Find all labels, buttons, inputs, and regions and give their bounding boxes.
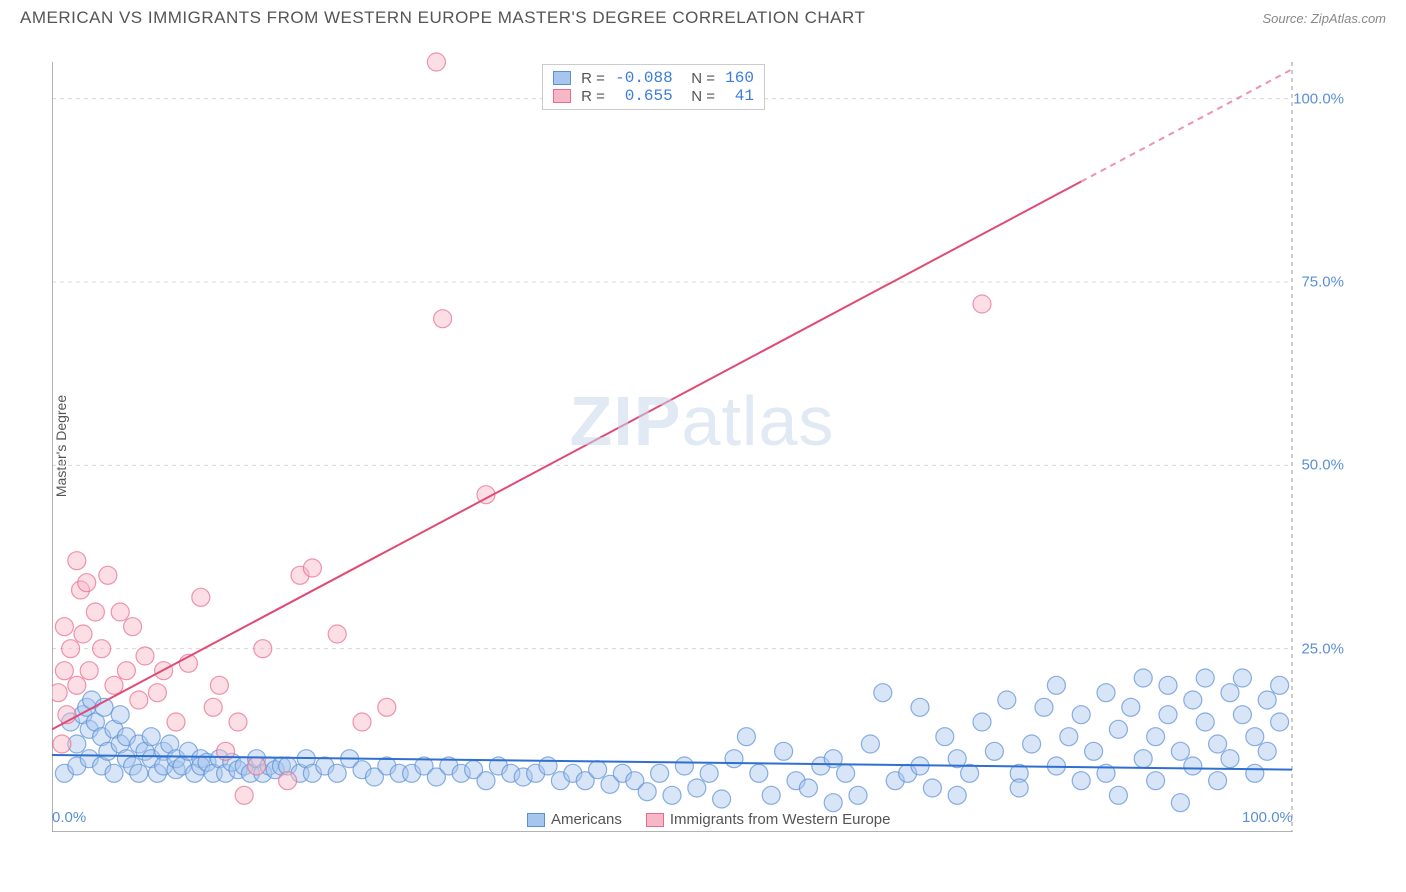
legend-swatch — [646, 813, 664, 827]
y-tick-label: 50.0% — [1301, 457, 1344, 474]
r-label: R = — [577, 88, 609, 105]
r-value: -0.088 — [615, 69, 673, 87]
legend-series-item: Immigrants from Western Europe — [646, 811, 891, 828]
n-value: 41 — [725, 87, 754, 105]
n-value: 160 — [725, 69, 754, 87]
legend-stat-row: R = 0.655 N = 41 — [553, 87, 754, 105]
chart-source: Source: ZipAtlas.com — [1262, 11, 1386, 26]
n-label: N = — [679, 88, 719, 105]
chart-header: AMERICAN VS IMMIGRANTS FROM WESTERN EURO… — [0, 0, 1406, 32]
y-tick-label: 75.0% — [1301, 274, 1344, 291]
n-label: N = — [679, 70, 719, 87]
legend-swatch — [527, 813, 545, 827]
y-tick-label: 25.0% — [1301, 640, 1344, 657]
r-label: R = — [577, 70, 609, 87]
scatter-plot — [52, 42, 1352, 832]
legend-swatch — [553, 71, 571, 85]
legend-series-label: Americans — [551, 811, 622, 828]
legend-series-label: Immigrants from Western Europe — [670, 811, 891, 828]
x-tick-label: 100.0% — [1242, 809, 1293, 826]
chart-title: AMERICAN VS IMMIGRANTS FROM WESTERN EURO… — [20, 8, 865, 28]
correlation-legend: R = -0.088 N = 160 R = 0.655 N = 41 — [542, 64, 765, 110]
y-tick-label: 100.0% — [1293, 90, 1344, 107]
legend-series-item: Americans — [527, 811, 622, 828]
series-legend: Americans Immigrants from Western Europe — [527, 811, 891, 828]
chart-area: ZIPatlas R = -0.088 N = 160 R = 0.655 N … — [52, 42, 1352, 832]
legend-swatch — [553, 89, 571, 103]
legend-stat-row: R = -0.088 N = 160 — [553, 69, 754, 87]
r-value: 0.655 — [615, 87, 673, 105]
x-tick-label: 0.0% — [52, 809, 86, 826]
